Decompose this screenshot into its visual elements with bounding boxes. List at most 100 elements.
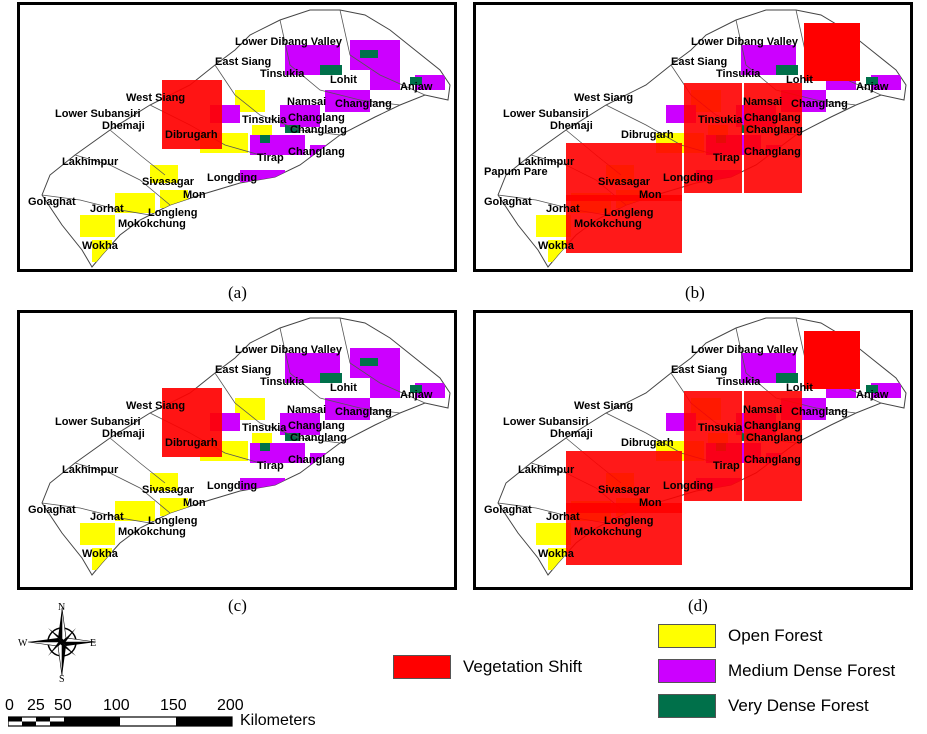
very-dense-forest-patch [776, 65, 798, 75]
district-border [339, 317, 426, 404]
vegetation-shift-cell [684, 138, 742, 193]
map-region: Lower Dibang Valley East Siang Tinsukia Loh… [484, 9, 907, 268]
district-label: Dhemaji [102, 428, 145, 440]
district-label: Longding [207, 480, 257, 492]
district-label: Anjaw [400, 389, 433, 401]
legend-vegetation-shift: Vegetation Shift [393, 655, 582, 679]
district-label: Changlang [288, 420, 345, 432]
district-label: Tirap [713, 152, 740, 164]
very-dense-forest-patch [360, 50, 378, 58]
district-label: Tinsukia [698, 114, 743, 126]
medium-dense-forest-patch [415, 75, 445, 90]
district-label: Mon [639, 497, 662, 509]
vegetation-shift-cell [566, 143, 624, 201]
district-border [109, 437, 166, 484]
district-label: Golaghat [484, 504, 532, 516]
vegetation-shift-cell [804, 331, 860, 389]
district-label: Lakhimpur [518, 464, 575, 476]
district-border [74, 462, 171, 514]
panel-label-a: (a) [228, 283, 247, 302]
district-label: Mokokchung [574, 526, 642, 538]
scale-tick-0: 0 [5, 697, 14, 714]
district-label: Mon [183, 189, 206, 201]
district-label: Lower Subansiri [503, 416, 589, 428]
vegetation-shift-layer [566, 23, 860, 253]
district-label: Tinsukia [260, 68, 305, 80]
legend-label-vegetation-shift: Vegetation Shift [463, 657, 583, 676]
medium-dense-forest-patch [325, 90, 370, 112]
scale-tick-50: 50 [54, 697, 72, 714]
map-panel-b: Lower Dibang Valley East Siang Tinsukia Loh… [473, 2, 913, 272]
district-label: Namsai [287, 404, 326, 416]
district-label: Dhemaji [550, 120, 593, 132]
district-label: Longleng [604, 515, 654, 527]
panel-label-d: (d) [688, 596, 708, 615]
very-dense-forest-patch [866, 77, 878, 85]
district-border [279, 19, 401, 106]
district-label: West Siang [126, 400, 185, 412]
legend-label-open-forest: Open Forest [728, 626, 823, 645]
legend-very-dense-forest: Very Dense Forest [658, 694, 869, 718]
very-dense-forest-patch [260, 135, 270, 143]
district-label: Changlang [335, 406, 392, 418]
district-label: Tinsukia [242, 422, 287, 434]
vegetation-shift-layer [162, 388, 222, 457]
district-label: Lower Subansiri [503, 108, 589, 120]
district-label: Changlang [288, 112, 345, 124]
district-label: Tinsukia [242, 114, 287, 126]
district-labels: Lower Dibang Valley East Siang Tinsukia Loh… [484, 36, 889, 252]
district-label: Dhemaji [550, 428, 593, 440]
district-label: West Siang [574, 92, 633, 104]
panel-label-b: (b) [685, 283, 705, 302]
district-label: Lakhimpur [62, 464, 119, 476]
district-label: Changlang [744, 420, 801, 432]
district-label: Anjaw [400, 81, 433, 93]
map-panel-d: Lower Dibang Valley East Siang Tinsukia Loh… [473, 310, 913, 590]
map-b-svg: Lower Dibang Valley East Siang Tinsukia Loh… [484, 9, 907, 268]
district-label: Lower Dibang Valley [691, 344, 799, 356]
medium-dense-forest-patch [871, 383, 901, 398]
vegetation-shift-cell [624, 195, 682, 253]
vegetation-shift-cell [162, 80, 222, 149]
legend-medium-dense-forest: Medium Dense Forest [658, 659, 895, 683]
district-label: Tirap [257, 460, 284, 472]
legend-label-medium-dense-forest: Medium Dense Forest [728, 661, 896, 680]
district-label: Jorhat [546, 511, 580, 523]
district-label: East Siang [215, 364, 271, 376]
district-label: Lohit [786, 74, 813, 86]
compass-e: E [90, 638, 96, 649]
vegetation-shift-cell [684, 391, 742, 446]
district-label: Namsai [287, 96, 326, 108]
district-label: Namsai [743, 404, 782, 416]
district-border [214, 372, 341, 444]
district-label: Changlang [335, 98, 392, 110]
very-dense-forest-patch [776, 373, 798, 383]
vegetation-shift-cell [744, 391, 802, 446]
compass-s: S [59, 674, 65, 682]
district-label: Dibrugarh [621, 437, 674, 449]
district-label: Mon [183, 497, 206, 509]
vegetation-shift-cell [684, 83, 742, 138]
scale-tick-100: 100 [103, 697, 130, 714]
district-label: Golaghat [484, 196, 532, 208]
map-panel-c: Lower Dibang Valley East Siang Tinsukia Loh… [17, 310, 457, 590]
district-label: Mokokchung [118, 218, 186, 230]
medium-dense-forest-patch [871, 75, 901, 90]
map-panel-a: Lower Dibang Valley East Siang Tinsukia Loh… [17, 2, 457, 272]
district-label: Lower Dibang Valley [691, 36, 799, 48]
very-dense-forest-patch [320, 373, 342, 383]
district-label: Longding [207, 172, 257, 184]
district-label: Longleng [148, 207, 198, 219]
very-dense-forest-patch [866, 385, 878, 393]
medium-dense-forest-patch [415, 383, 445, 398]
district-label: Golaghat [28, 196, 76, 208]
swatch-very-dense-forest [658, 694, 716, 718]
district-label: Papum Pare [484, 166, 548, 178]
district-label: Dhemaji [102, 120, 145, 132]
scale-tick-150: 150 [160, 697, 187, 714]
district-label: East Siang [671, 56, 727, 68]
district-label: Longding [663, 480, 713, 492]
swatch-vegetation-shift [393, 655, 451, 679]
district-label: East Siang [215, 56, 271, 68]
